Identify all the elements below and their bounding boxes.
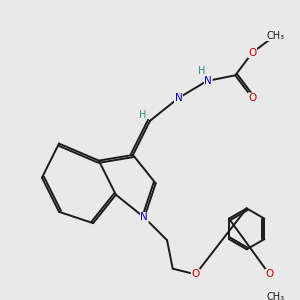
Text: O: O [265, 269, 274, 279]
Text: CH₃: CH₃ [266, 292, 284, 300]
Text: O: O [248, 48, 256, 58]
Text: H: H [198, 67, 205, 76]
Text: N: N [140, 212, 148, 223]
Text: H: H [140, 110, 147, 120]
Text: N: N [204, 76, 212, 86]
Text: O: O [191, 269, 200, 279]
Text: O: O [248, 93, 256, 103]
Text: N: N [175, 93, 182, 103]
Text: CH₃: CH₃ [266, 31, 284, 40]
